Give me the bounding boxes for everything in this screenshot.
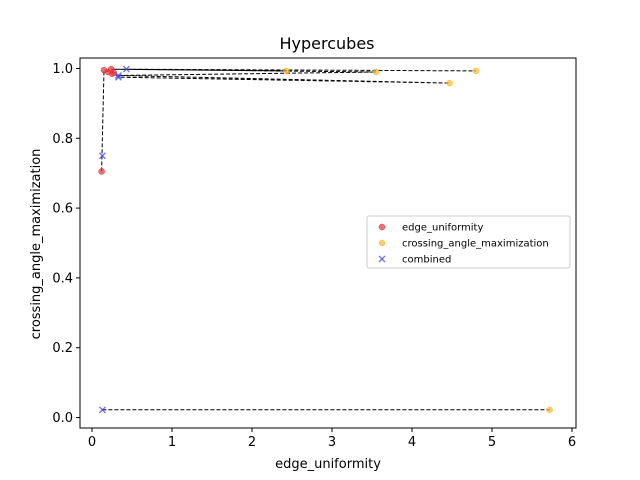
y-axis-ticks: 0.0 0.2 0.4 0.6 0.8 1.0 bbox=[52, 62, 80, 426]
legend-entry-combined: combined bbox=[378, 255, 451, 266]
x-axis-ticks: 0 1 2 3 4 5 6 bbox=[88, 428, 576, 450]
series-crossing_angle_maximization bbox=[283, 67, 553, 414]
point-crossing_angle_maximization-1 bbox=[283, 67, 290, 75]
point-crossing_angle_maximization-0 bbox=[546, 406, 553, 414]
y-tick-label-5: 1.0 bbox=[52, 62, 73, 77]
x-tick-label-1: 1 bbox=[168, 435, 176, 450]
x-tick-label-5: 5 bbox=[488, 435, 496, 450]
legend-marker-combined-stroke-b bbox=[378, 255, 386, 263]
x-tick-label-3: 3 bbox=[328, 435, 336, 450]
point-combined-4-stroke-b bbox=[114, 71, 122, 79]
point-combined-0 bbox=[98, 152, 106, 160]
legend-label-crossing_angle_maximization: crossing_angle_maximization bbox=[402, 239, 549, 250]
connector-line-1 bbox=[101, 68, 477, 172]
chart-title: Hypercubes bbox=[280, 34, 375, 53]
y-tick-label-1: 0.2 bbox=[52, 341, 73, 356]
x-tick-label-4: 4 bbox=[408, 435, 416, 450]
legend-frame bbox=[366, 215, 571, 269]
point-crossing_angle_maximization-2 bbox=[372, 68, 380, 76]
plot-frame bbox=[79, 57, 577, 429]
legend-marker-combined bbox=[378, 255, 386, 263]
point-combined-4 bbox=[114, 71, 122, 79]
x-tick-label-6: 6 bbox=[568, 435, 576, 450]
legend-marker-crossing_angle_maximization bbox=[378, 239, 386, 247]
legend-items: edge_uniformity crossing_angle_maximizati… bbox=[378, 223, 549, 266]
point-combined-3 bbox=[114, 73, 122, 81]
y-tick-label-0: 0.0 bbox=[52, 411, 73, 426]
point-combined-2-stroke-b bbox=[122, 65, 130, 73]
point-combined-0-stroke-b bbox=[98, 152, 106, 160]
point-crossing_angle_maximization-4 bbox=[472, 67, 480, 75]
x-tick-label-2: 2 bbox=[248, 435, 256, 450]
point-edge_uniformity-5 bbox=[108, 70, 116, 77]
legend: edge_uniformity crossing_angle_maximizati… bbox=[366, 215, 571, 269]
point-combined-2 bbox=[122, 65, 130, 73]
point-combined-1 bbox=[98, 406, 106, 414]
point-crossing_angle_maximization-3 bbox=[446, 79, 453, 87]
y-tick-label-2: 0.4 bbox=[52, 271, 73, 286]
x-axis-label: edge_uniformity bbox=[275, 457, 381, 472]
point-edge_uniformity-0 bbox=[98, 168, 105, 175]
legend-label-combined: combined bbox=[402, 255, 451, 266]
legend-label-edge_uniformity: edge_uniformity bbox=[402, 223, 483, 234]
point-combined-3-stroke-b bbox=[114, 73, 122, 81]
series-combined bbox=[98, 65, 130, 414]
legend-entry-edge_uniformity: edge_uniformity bbox=[378, 223, 483, 234]
legend-marker-edge_uniformity bbox=[378, 223, 386, 231]
y-tick-label-4: 0.8 bbox=[52, 132, 73, 147]
series-edge_uniformity bbox=[98, 65, 117, 175]
point-combined-1-stroke-b bbox=[98, 406, 106, 414]
x-tick-label-0: 0 bbox=[88, 435, 96, 450]
plot-area bbox=[79, 57, 577, 429]
y-tick-label-3: 0.6 bbox=[52, 202, 73, 217]
legend-entry-crossing_angle_maximization: crossing_angle_maximization bbox=[378, 239, 549, 250]
y-axis-label: crossing_angle_maximization bbox=[29, 149, 44, 340]
